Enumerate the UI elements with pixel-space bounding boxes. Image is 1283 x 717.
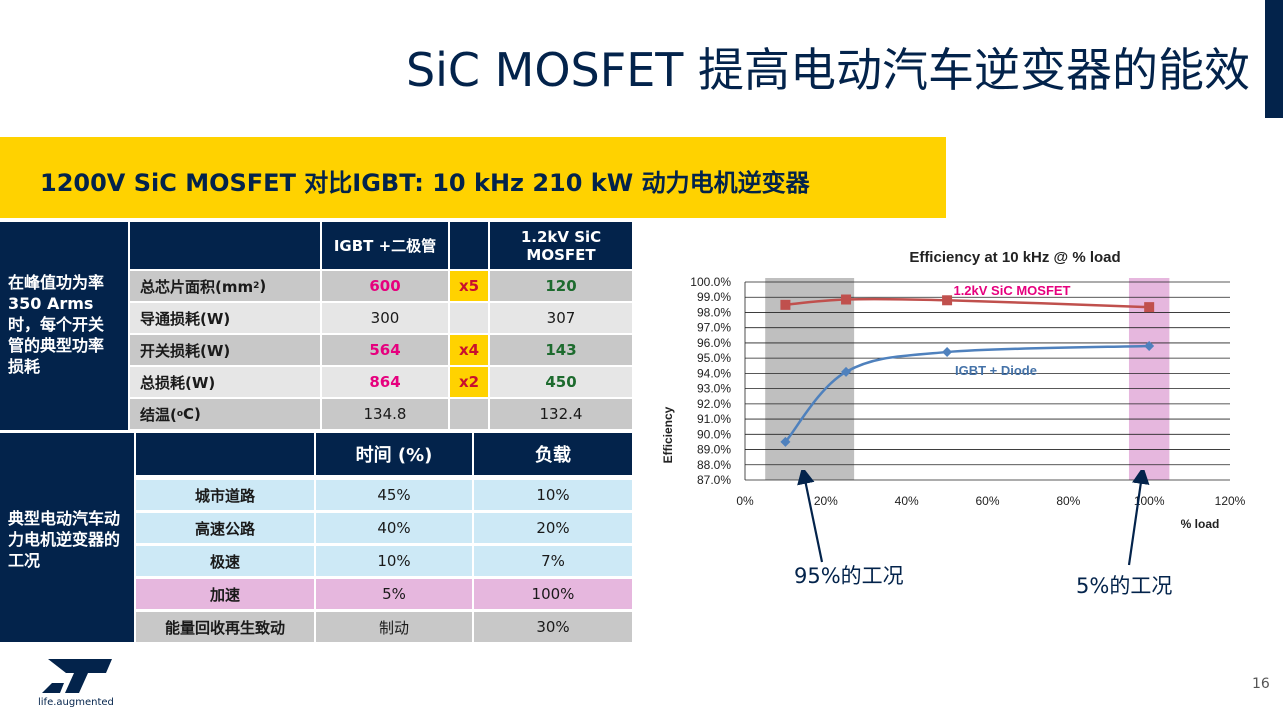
table1-factor [450, 399, 488, 429]
banner [0, 137, 946, 218]
annotation-95-percent: 95%的工况 [794, 564, 904, 588]
table2-side-cell [0, 433, 134, 642]
chart-xtick-label: 120% [1215, 494, 1246, 508]
chart-ytick-label: 89.0% [697, 443, 731, 457]
table2-row-label: 加速 [136, 579, 314, 609]
series-point [841, 294, 852, 305]
table2-load-value: 20% [474, 513, 632, 543]
chart-xtick-label: 0% [736, 494, 754, 508]
table1-factor: x4 [450, 335, 488, 365]
table2-header-load: 负载 [474, 433, 632, 475]
series-line-1 [784, 344, 1150, 443]
table1-row-label: 导通损耗(W) [130, 303, 320, 333]
chart-ytick-label: 87.0% [697, 473, 731, 487]
chart-ytick-label: 91.0% [697, 412, 731, 426]
chart-xlabel: % load [1181, 517, 1220, 531]
table2-row-label: 高速公路 [136, 513, 314, 543]
chart-ytick-label: 94.0% [697, 366, 731, 380]
table1-sic-value: 132.4 [490, 399, 632, 429]
series-point [780, 436, 791, 447]
series-point [942, 295, 953, 306]
table1-row-label: 结温(o C) [130, 399, 320, 429]
table2-header-time: 时间 (%) [316, 433, 472, 475]
table1-sic-value: 143 [490, 335, 632, 365]
table2-side-label: 典型电动汽车动力电机逆变器的工况 [8, 509, 121, 570]
table2-time-value: 制动 [316, 612, 472, 642]
series-label-sic: 1.2kV SiC MOSFET [953, 283, 1070, 298]
table2-load-value: 30% [474, 612, 632, 642]
chart-ytick-label: 93.0% [697, 382, 731, 396]
table2-row-label: 极速 [136, 546, 314, 576]
table2-header-blank [136, 433, 314, 475]
chart-xtick-label: 80% [1056, 494, 1080, 508]
st-logo-icon [42, 659, 112, 693]
chart-title: Efficiency at 10 kHz @ % load [909, 249, 1120, 266]
annotation-5-percent: 5%的工况 [1076, 574, 1173, 598]
table2-load-value: 10% [474, 480, 632, 510]
series-point [841, 366, 852, 377]
chart-xtick-label: 60% [975, 494, 999, 508]
table1-row-label: 总芯片面积(mm 2) [130, 271, 320, 301]
table1-igbt-value: 600 [322, 271, 448, 301]
table1-header-blank [130, 222, 320, 269]
chart-ytick-label: 96.0% [697, 336, 731, 350]
chart-ytick-label: 98.0% [697, 305, 731, 319]
table2-time-value: 10% [316, 546, 472, 576]
table1-header-factor [450, 222, 488, 269]
annotation-arrows [797, 470, 1150, 566]
table2-time-value: 5% [316, 579, 472, 609]
series-point [780, 299, 791, 310]
chart-ytick-label: 90.0% [697, 427, 731, 441]
table1-sic-value: 307 [490, 303, 632, 333]
logo-tagline: life.augmented [38, 697, 114, 708]
banner-text: 1200V SiC MOSFET 对比IGBT: 10 kHz 210 kW 动… [40, 169, 810, 197]
page-title: SiC MOSFET 提高电动汽车逆变器的能效 [405, 43, 1250, 97]
table1-row-label: 总损耗(W) [130, 367, 320, 397]
page-number: 16 [1252, 676, 1270, 692]
chart-ytick-label: 99.0% [697, 290, 731, 304]
arrow-right [1127, 470, 1150, 566]
table1-sic-value: 450 [490, 367, 632, 397]
table1-factor: x5 [450, 271, 488, 301]
chart-ytick-label: 92.0% [697, 397, 731, 411]
table1-igbt-value: 564 [322, 335, 448, 365]
table1-header-igbt: IGBT +二极管 [322, 222, 448, 269]
series-label-igbt: IGBT + Diode [955, 363, 1037, 378]
chart-ytick-label: 88.0% [697, 458, 731, 472]
efficiency-chart: Efficiency at 10 kHz @ % load 87.0%88.0%… [661, 249, 1246, 531]
chart-band [765, 278, 855, 480]
table1-igbt-value: 134.8 [322, 399, 448, 429]
table1-side-cell [0, 222, 128, 430]
table1-sic-value: 120 [490, 271, 632, 301]
table1-row-label: 开关损耗(W) [130, 335, 320, 365]
chart-ylabel: Efficiency [661, 406, 675, 463]
table2-load-value: 7% [474, 546, 632, 576]
table1-header-sic: 1.2kV SiC MOSFET [490, 222, 632, 269]
series-point [1144, 340, 1155, 351]
table2-row-label: 能量回收再生致动 [136, 612, 314, 642]
table2-load-value: 100% [474, 579, 632, 609]
arrow-left [797, 470, 824, 563]
table1-side-label: 在峰值功为率350 Arms时，每个开关管的典型功率损耗 [8, 273, 105, 376]
series-point [1144, 302, 1155, 313]
series-point [942, 347, 953, 358]
series-line-0 [785, 297, 1150, 309]
table2-time-value: 45% [316, 480, 472, 510]
table2-time-value: 40% [316, 513, 472, 543]
table1-factor: x2 [450, 367, 488, 397]
title-accent-bar [1265, 0, 1283, 118]
chart-ytick-label: 100.0% [690, 275, 731, 289]
table2-row-label: 城市道路 [136, 480, 314, 510]
chart-xtick-label: 40% [895, 494, 919, 508]
chart-ytick-label: 97.0% [697, 321, 731, 335]
table1-igbt-value: 864 [322, 367, 448, 397]
chart-xtick-label: 20% [814, 494, 838, 508]
table1-factor [450, 303, 488, 333]
chart-xtick-label: 100% [1134, 494, 1165, 508]
chart-ytick-label: 95.0% [697, 351, 731, 365]
table1-igbt-value: 300 [322, 303, 448, 333]
